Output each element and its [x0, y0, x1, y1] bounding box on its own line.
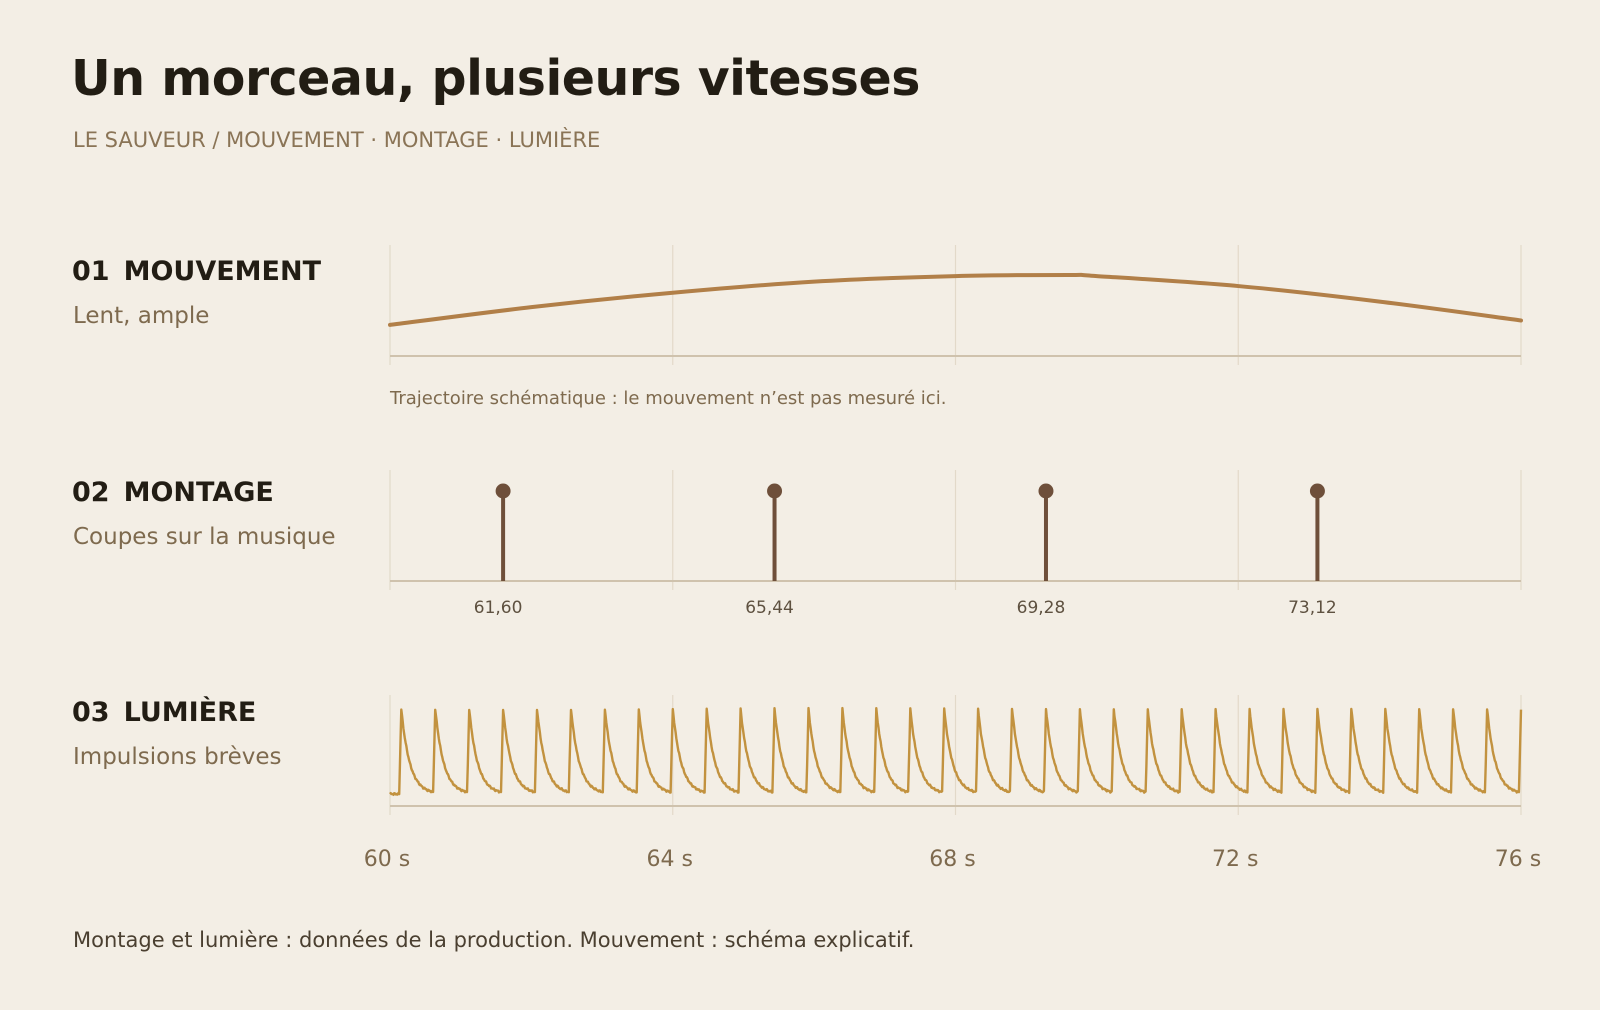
row-movement-subtitle: Lent, ample: [73, 303, 210, 329]
row-movement-title: MOUVEMENT: [123, 256, 321, 287]
montage-cut-label-4: 73,12: [1288, 598, 1337, 618]
x-tick-label-2: 68 s: [929, 847, 975, 872]
movement-note: Trajectoire schématique : le mouvement n…: [389, 388, 946, 409]
row-lumiere-heading: 03 LUMIÈRE: [72, 697, 256, 728]
montage-cut-label-1: 61,60: [474, 598, 523, 618]
row-movement-heading: 01 MOUVEMENT: [72, 256, 321, 287]
x-tick-label-4: 76 s: [1495, 847, 1541, 872]
row-movement-number: 01: [72, 256, 110, 287]
montage-cut-label-2: 65,44: [745, 598, 794, 618]
row-montage-number: 02: [72, 477, 110, 508]
row-montage-heading: 02 MONTAGE: [72, 477, 274, 508]
montage-cut-marker-1: [495, 483, 511, 499]
montage-cut-marker-2: [767, 483, 783, 499]
montage-cut-label-3: 69,28: [1017, 598, 1066, 618]
lumiere-pulse-line: [389, 706, 1523, 796]
x-tick-label-3: 72 s: [1212, 847, 1258, 872]
x-tick-label-1: 64 s: [647, 847, 693, 872]
row-montage-title: MONTAGE: [123, 477, 274, 508]
page-title: Un morceau, plusieurs vitesses: [71, 50, 920, 107]
row-lumiere-number: 03: [72, 697, 110, 728]
x-tick-label-0: 60 s: [364, 847, 410, 872]
movement-curve: [388, 272, 1523, 327]
footer-note: Montage et lumière : données de la produ…: [73, 928, 915, 952]
row-lumiere-subtitle: Impulsions brèves: [73, 744, 282, 770]
row-montage-subtitle: Coupes sur la musique: [73, 524, 336, 550]
montage-cut-marker-3: [1038, 483, 1054, 499]
montage-cut-marker-4: [1309, 483, 1325, 499]
page-subtitle: LE SAUVEUR / MOUVEMENT · MONTAGE · LUMIÈ…: [73, 128, 601, 152]
row-lumiere-title: LUMIÈRE: [123, 697, 257, 728]
